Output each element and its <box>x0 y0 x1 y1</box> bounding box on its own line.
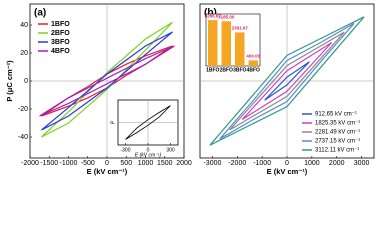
loop-line <box>209 16 365 146</box>
x-tick-label: 0 <box>105 160 109 167</box>
bar-value-label: 400.00 <box>246 54 260 59</box>
legend-label: 3112.11 kV cm⁻¹ <box>315 148 359 154</box>
x-axis-label: E (kV cm⁻¹) <box>135 152 162 158</box>
x-tick-label: 2000 <box>176 160 192 167</box>
y-axis-label: P (μC cm⁻²) <box>5 60 14 102</box>
loop-line <box>41 21 173 138</box>
y-axis-label: P <box>110 120 116 124</box>
x-tick-label: 3000 <box>354 160 370 167</box>
x-tick-label: 300 <box>166 147 175 153</box>
y-tick-label: 20 <box>20 50 28 57</box>
legend-label: 2BFO <box>51 30 70 37</box>
bar-value-label: 3185.00 <box>218 14 235 19</box>
x-tick-label: -3000 <box>203 160 221 167</box>
bar <box>208 20 218 67</box>
x-tick-label: 1500 <box>157 160 173 167</box>
x-tick-label: 500 <box>120 160 132 167</box>
bar <box>248 60 258 66</box>
bar-category-label: 1BFO <box>206 67 219 73</box>
bar-category-label: 2BFO <box>220 67 233 73</box>
x-tick-label: -1500 <box>40 160 58 167</box>
loop-line <box>229 31 345 131</box>
y-tick-label: -20 <box>18 106 28 113</box>
x-tick-label: 2000 <box>329 160 345 167</box>
y-tick-label: -40 <box>18 134 28 141</box>
bar-value-label: 2391.67 <box>232 26 249 31</box>
y-tick-label: 40 <box>20 22 28 29</box>
legend-label: 1BFO <box>51 21 70 28</box>
x-axis-label: E (kV cm⁻¹) <box>267 167 308 176</box>
loop-line <box>125 105 171 140</box>
loop-line <box>41 45 173 117</box>
x-tick-label: 0 <box>147 147 150 153</box>
bar <box>221 21 231 66</box>
legend-label: 912.65 kV cm⁻¹ <box>315 112 357 118</box>
bar-category-label: 3BFO <box>233 67 246 73</box>
page: -2000 -1500 -1000 -500 0 500 1000 1500 2000 -40 -2… <box>4 3 375 176</box>
x-tick-label: 1000 <box>138 160 154 167</box>
x-tick-label: -2000 <box>21 160 39 167</box>
x-tick-label: -300 <box>120 147 130 153</box>
loop-line <box>39 45 175 117</box>
loop-line <box>41 31 173 131</box>
panel-label: (a) <box>34 8 46 19</box>
legend-label: 3BFO <box>51 39 70 46</box>
bar-value-label: 3266.67 <box>205 13 222 18</box>
legend-label: 2737.15 kV cm⁻¹ <box>315 139 360 145</box>
x-tick-label: -1000 <box>60 160 78 167</box>
legend-label: 4BFO <box>51 48 70 55</box>
x-axis-label: E (kV cm⁻¹) <box>87 167 128 176</box>
legend-label: 1825.35 kV cm⁻¹ <box>315 121 360 127</box>
bar-category-label: 4BFO <box>247 67 260 73</box>
legend-label: 2281.49 kV cm⁻¹ <box>315 130 360 136</box>
figure: -2000 -1500 -1000 -500 0 500 1000 1500 2000-40-2… <box>5 3 375 176</box>
loop-line <box>241 41 333 121</box>
panel-label: (b) <box>204 8 217 19</box>
x-tick-label: -2000 <box>228 160 246 167</box>
y-tick-label: 0 <box>24 78 28 85</box>
loop-line <box>219 22 355 140</box>
loop-line <box>264 61 310 101</box>
bar <box>235 32 245 66</box>
x-tick-label: -1000 <box>253 160 271 167</box>
x-tick-label: 0 <box>285 160 289 167</box>
x-tick-label: 1000 <box>304 160 320 167</box>
x-tick-label: -500 <box>81 160 95 167</box>
